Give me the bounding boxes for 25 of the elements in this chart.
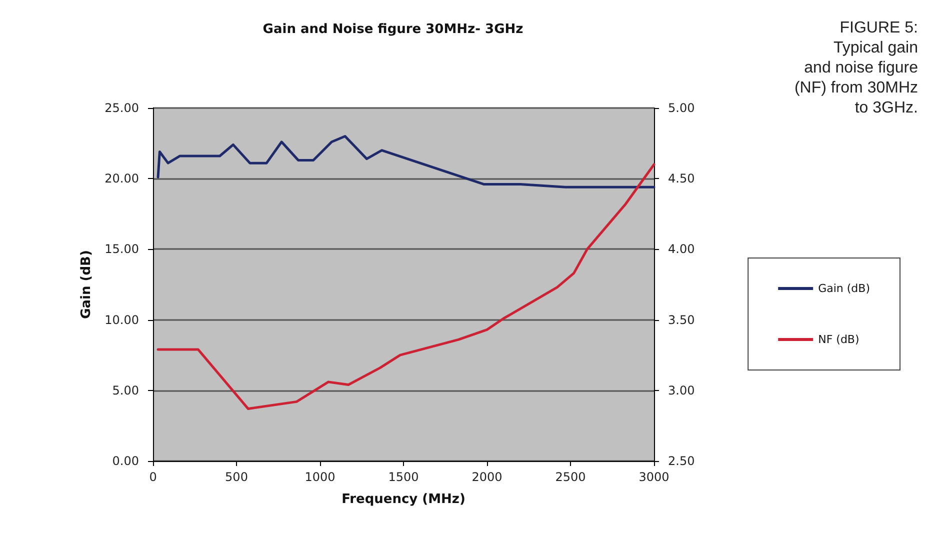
x-tick-label: 2500 (555, 470, 586, 484)
x-axis-title: Frequency (MHz) (342, 492, 466, 507)
y2-tick-label: 4.00 (668, 242, 695, 256)
y2-tick-label: 3.00 (668, 383, 695, 398)
y2-tick-label: 4.50 (668, 172, 695, 186)
chart-title: Gain and Noise figure 30MHz- 3GHz (262, 22, 524, 37)
y-tick-label: 15.00 (104, 242, 139, 256)
x-tick-label: 3000 (638, 470, 670, 484)
y-tick-label: 20.00 (104, 172, 139, 186)
x-tick-label: 1500 (388, 470, 419, 484)
x-tick-label: 2000 (472, 470, 502, 484)
y-tick-label: 5.00 (112, 383, 139, 398)
y-axis-title: Gain (dB) (79, 250, 94, 319)
y2-tick-label: 3.50 (668, 312, 695, 327)
x-tick-label: 1000 (304, 470, 336, 484)
legend-label: NF (dB) (818, 333, 860, 346)
y-tick-label: 25.00 (104, 101, 139, 115)
caption: FIGURE 5: Typical gain and noise figure (NF) from 30MHz to 3GHz. (794, 20, 918, 116)
x-tick-label: 0 (149, 470, 157, 484)
y2-tick-label: 2.50 (668, 454, 695, 468)
x-tick-label: 500 (225, 470, 248, 484)
y-tick-label: 10.00 (104, 312, 139, 327)
y2-tick-label: 5.00 (668, 101, 695, 115)
y-tick-label: 0.00 (112, 454, 139, 468)
legend-label: Gain (dB) (818, 282, 870, 295)
